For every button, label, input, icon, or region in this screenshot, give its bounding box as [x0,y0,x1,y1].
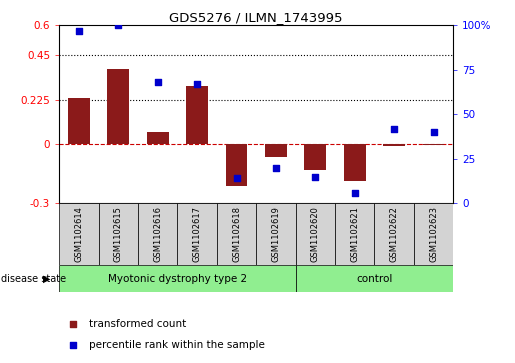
Point [75,28,83,34]
Bar [147,132,168,144]
Title: GDS5276 / ILMN_1743995: GDS5276 / ILMN_1743995 [169,11,343,24]
Text: GSM1102616: GSM1102616 [153,206,162,262]
Bar [256,203,296,265]
Text: disease state: disease state [1,274,66,284]
Text: GSM1102621: GSM1102621 [350,206,359,262]
Point [430,129,438,135]
Text: GSM1102614: GSM1102614 [75,206,83,262]
Text: control: control [356,274,392,284]
Text: ▶: ▶ [43,274,50,284]
Bar [335,203,374,265]
Text: transformed count: transformed count [89,319,186,329]
Point [114,23,123,28]
Bar [296,265,453,292]
Text: GSM1102617: GSM1102617 [193,206,201,262]
Point [232,175,241,181]
Bar [68,98,90,144]
Point [356,232,365,238]
Point [311,174,319,180]
Bar [265,144,287,157]
Bar [138,203,177,265]
Bar [296,203,335,265]
Bar [414,203,453,265]
Text: GSM1102623: GSM1102623 [429,206,438,262]
Bar [59,265,296,292]
Text: GSM1102620: GSM1102620 [311,206,320,262]
Bar [186,86,208,144]
Point [153,79,162,85]
Point [193,81,201,87]
Bar [304,144,326,170]
Bar [59,203,99,265]
Bar [344,144,366,180]
Bar [423,144,444,145]
Point [390,126,398,131]
Bar [108,69,129,144]
Text: percentile rank within the sample: percentile rank within the sample [89,340,265,350]
Bar [217,203,256,265]
Text: GSM1102619: GSM1102619 [271,206,280,262]
Bar [226,144,247,187]
Point [351,190,359,196]
Text: GSM1102622: GSM1102622 [390,206,399,262]
Text: GSM1102615: GSM1102615 [114,206,123,262]
Text: Myotonic dystrophy type 2: Myotonic dystrophy type 2 [108,274,247,284]
Point [356,46,365,52]
Point [272,165,280,171]
Bar [99,203,138,265]
Text: GSM1102618: GSM1102618 [232,206,241,262]
Bar [374,203,414,265]
Bar [383,144,405,146]
Bar [177,203,217,265]
